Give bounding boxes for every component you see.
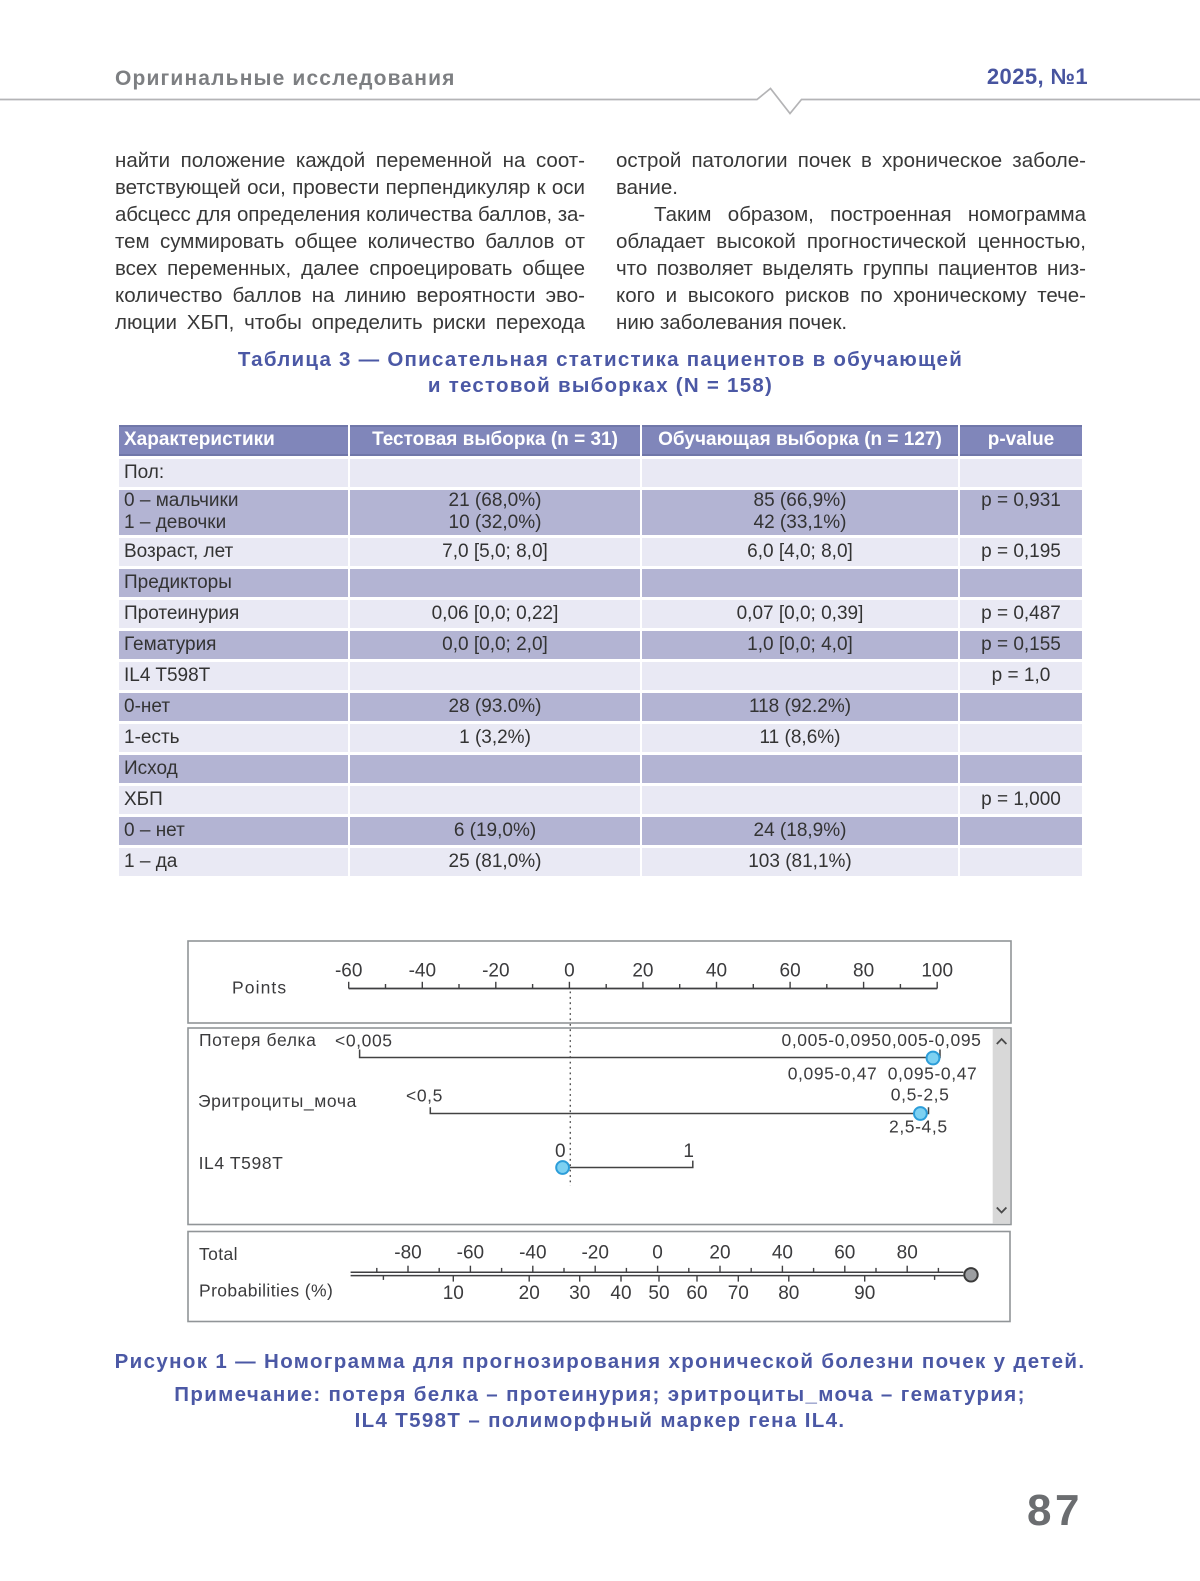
svg-text:90: 90 (854, 1283, 875, 1304)
svg-text:IL4 T598T: IL4 T598T (199, 1153, 284, 1173)
svg-text:-20: -20 (581, 1242, 608, 1263)
svg-text:2,5-4,5: 2,5-4,5 (889, 1117, 948, 1137)
svg-text:-60: -60 (457, 1242, 484, 1263)
svg-text:10: 10 (443, 1283, 464, 1304)
svg-text:-80: -80 (394, 1242, 421, 1263)
svg-text:70: 70 (728, 1283, 749, 1304)
svg-text:100: 100 (921, 960, 953, 981)
svg-text:Эритроциты_моча: Эритроциты_моча (198, 1091, 357, 1112)
svg-text:0: 0 (652, 1242, 663, 1263)
svg-text:<0,5: <0,5 (406, 1086, 443, 1106)
svg-text:60: 60 (686, 1283, 707, 1304)
svg-text:0,5-2,5: 0,5-2,5 (891, 1085, 950, 1105)
svg-text:20: 20 (519, 1283, 540, 1304)
svg-text:20: 20 (632, 960, 653, 981)
svg-text:50: 50 (648, 1283, 669, 1304)
svg-text:-60: -60 (335, 960, 362, 981)
svg-text:40: 40 (772, 1242, 793, 1263)
svg-text:0,005-0,095: 0,005-0,095 (782, 1030, 882, 1050)
svg-text:80: 80 (778, 1283, 799, 1304)
svg-text:20: 20 (709, 1242, 730, 1263)
svg-text:1: 1 (683, 1141, 694, 1162)
svg-text:-40: -40 (409, 960, 436, 981)
svg-text:40: 40 (706, 960, 727, 981)
svg-text:0,095-0,47: 0,095-0,47 (788, 1064, 878, 1084)
svg-text:0,095-0,47: 0,095-0,47 (888, 1064, 978, 1084)
svg-text:30: 30 (569, 1283, 590, 1304)
svg-text:-20: -20 (482, 960, 509, 981)
svg-text:Total: Total (199, 1244, 238, 1264)
svg-text:Потеря белка: Потеря белка (199, 1030, 317, 1050)
svg-text:80: 80 (853, 960, 874, 981)
svg-text:60: 60 (780, 960, 801, 981)
svg-text:40: 40 (610, 1283, 631, 1304)
svg-text:-40: -40 (519, 1242, 546, 1263)
svg-text:Probabilities (%): Probabilities (%) (199, 1281, 333, 1301)
svg-text:<0,005: <0,005 (335, 1031, 393, 1051)
svg-text:80: 80 (897, 1242, 918, 1263)
svg-text:Points: Points (232, 978, 287, 998)
svg-text:0: 0 (555, 1141, 566, 1162)
svg-text:60: 60 (834, 1242, 855, 1263)
svg-text:0,005-0,095: 0,005-0,095 (882, 1030, 982, 1050)
svg-text:0: 0 (564, 960, 575, 981)
